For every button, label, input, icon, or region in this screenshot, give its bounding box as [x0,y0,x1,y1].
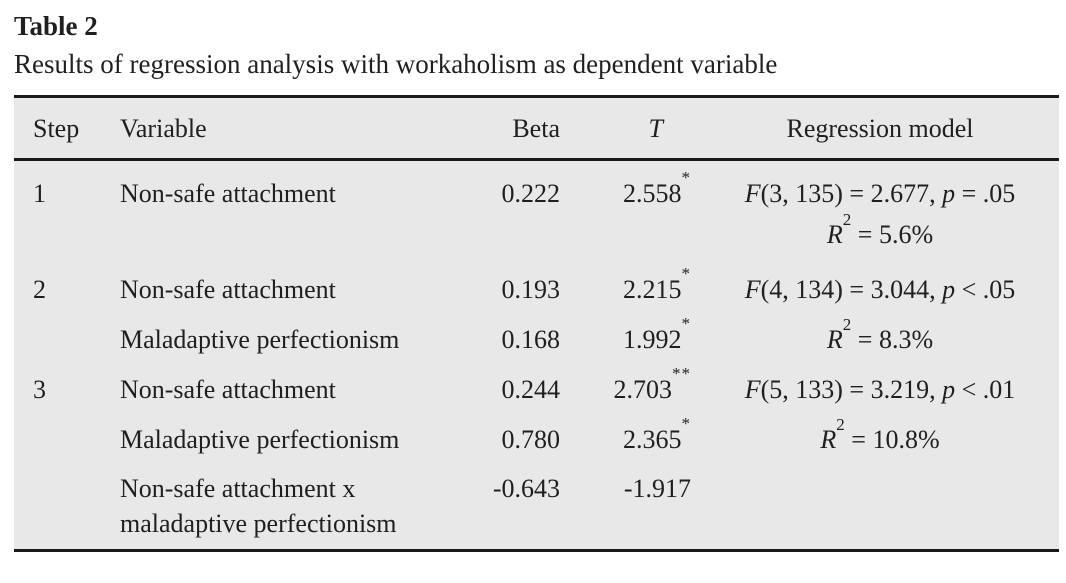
cell-variable: Maladaptive perfectionism [120,424,400,454]
table-row: Non-safe attachment x maladaptive perfec… [14,458,1059,551]
cell-t: 2.365* [623,413,691,454]
model-r2-line: R2 = 5.6% [826,209,934,249]
cell-step: 1 [33,178,46,208]
cell-step [14,458,106,551]
cell-t: 2.703** [613,363,691,404]
cell-beta: -0.643 [492,473,560,503]
cell-beta: 0.168 [501,324,561,354]
table-row: Maladaptive perfectionism 0.780 2.365* R… [14,408,1059,458]
header-row: Step Variable Beta T Regression model [14,96,1059,159]
cell-regression-model: F(5, 133) = 3.219, p < .01 [744,374,1016,404]
cell-step [14,408,106,458]
header-regression-model: Regression model [786,113,974,143]
cell-t: 1.992* [623,313,691,354]
table-caption: Results of regression analysis with work… [14,48,778,79]
model-f-line: F(3, 135) = 2.677, p = .05 [744,178,1016,208]
cell-regression-model: R2 = 8.3% [826,314,934,354]
cell-variable: Maladaptive perfectionism [120,324,400,354]
cell-step: 3 [33,374,46,404]
header-step: Step [33,113,80,143]
cell-variable: Non-safe attachment [120,374,336,404]
header-variable: Variable [120,113,207,143]
cell-variable: Non-safe attachment [120,274,336,304]
cell-variable: Non-safe attachment x maladaptive perfec… [120,473,397,538]
header-beta: Beta [512,113,560,143]
table-row: 1 Non-safe attachment 0.222 2.558* F(3, … [14,159,1059,258]
cell-t: 2.215* [623,263,691,304]
cell-regression-model [701,458,1059,551]
table-number-title: Table 2 [14,11,98,41]
table-row: Maladaptive perfectionism 0.168 1.992* R… [14,308,1059,358]
cell-regression-model: F(3, 135) = 2.677, p = .05 R2 = 5.6% [701,159,1059,258]
table-row: 3 Non-safe attachment 0.244 2.703** F(5,… [14,358,1059,408]
cell-beta: 0.193 [501,274,561,304]
cell-regression-model: F(4, 134) = 3.044, p < .05 [744,274,1016,304]
table-row: 2 Non-safe attachment 0.193 2.215* F(4, … [14,258,1059,308]
cell-step: 2 [33,274,46,304]
cell-step [14,308,106,358]
header-t: T [648,113,663,143]
cell-t: 2.558* [623,167,691,208]
regression-table: Step Variable Beta T Regression model 1 … [14,94,1059,552]
cell-beta: 0.780 [501,424,561,454]
cell-beta: 0.244 [501,374,561,404]
cell-regression-model: R2 = 10.8% [820,414,940,454]
cell-variable: Non-safe attachment [120,178,336,208]
cell-t: -1.917 [623,473,691,503]
cell-beta: 0.222 [501,178,561,208]
